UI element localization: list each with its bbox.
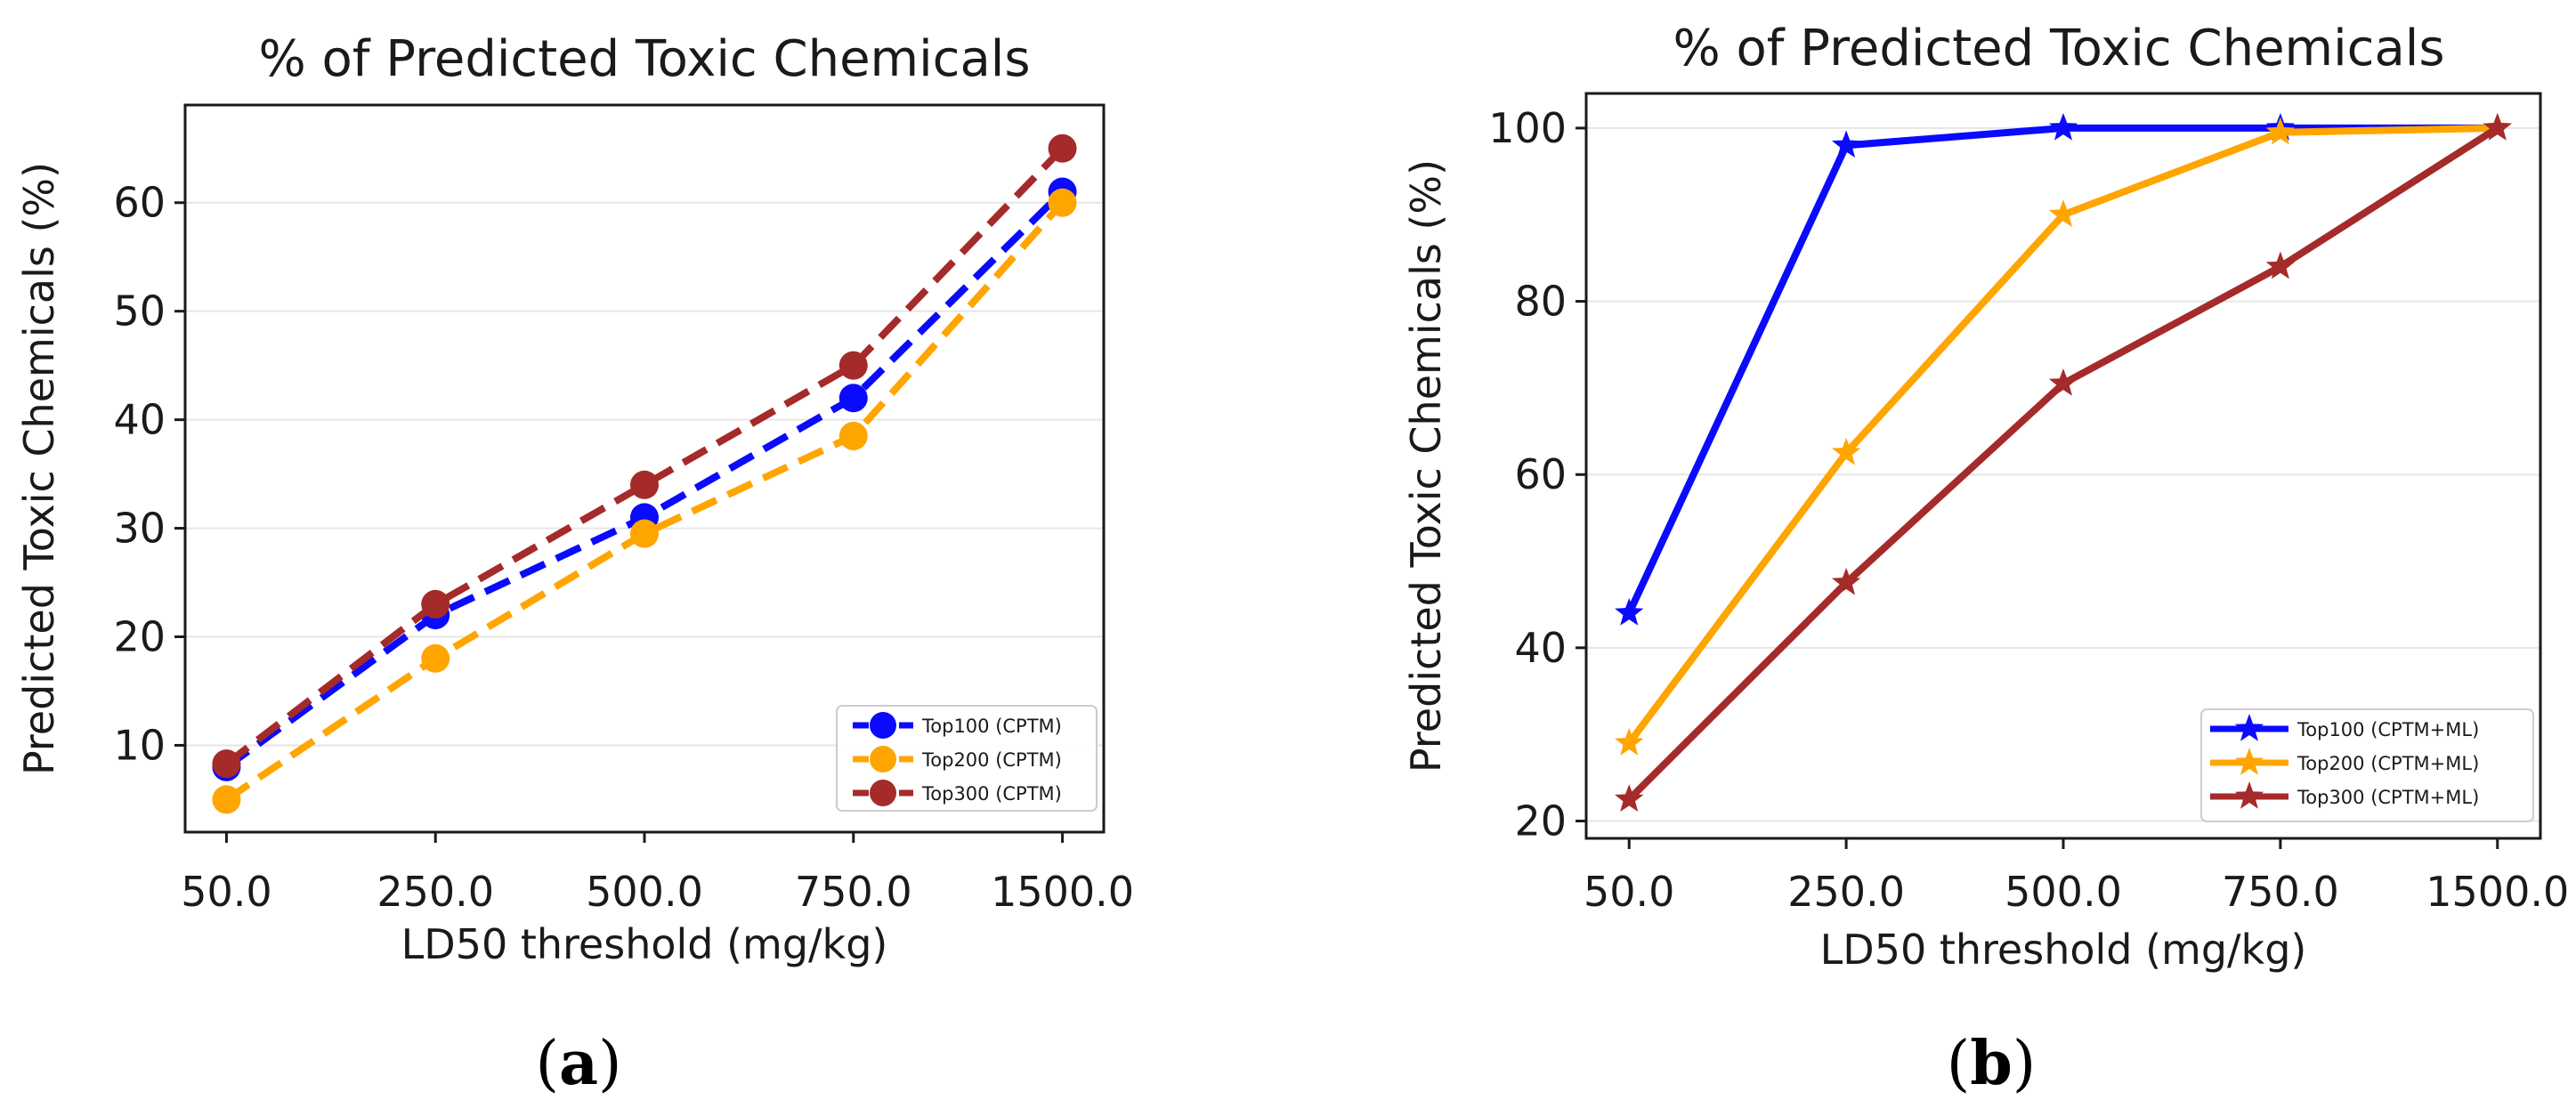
y-tick-label: 20 xyxy=(113,613,166,661)
data-point xyxy=(1831,437,1861,465)
chart-panel-a: 10 20 30 40 50 60 50.0 250.0 500.0 750.0 1500.0 % o… xyxy=(15,30,1134,1099)
legend-item: Top300 (CPTM+ML) xyxy=(2210,781,2479,809)
x-tick-label: 1500.0 xyxy=(991,868,1134,916)
legend-label: Top300 (CPTM+ML) xyxy=(2297,787,2479,808)
legend: Top100 (CPTM+ML) Top200 (CPTM+ML) Top300 (… xyxy=(2200,708,2534,822)
y-axis-label: Predicted Toxic Chemicals (%) xyxy=(1402,159,1450,772)
data-point xyxy=(2265,117,2296,145)
x-tick-label: 1500.0 xyxy=(2426,868,2569,916)
legend-box xyxy=(836,705,1098,812)
legend-label: Top200 (CPTM) xyxy=(921,749,1062,771)
chart-title: % of Predicted Toxic Chemicals xyxy=(259,30,1031,88)
legend-item: Top200 (CPTM+ML) xyxy=(2210,748,2479,775)
data-point xyxy=(838,421,868,450)
chart-panel-b: 20 40 60 80 100 50.0 250.0 500.0 750.0 1500.0 % of… xyxy=(1402,20,2569,1099)
legend-marker xyxy=(2234,714,2264,741)
legend-marker xyxy=(870,780,896,806)
data-point xyxy=(1831,130,1861,158)
data-point xyxy=(421,589,450,619)
data-point xyxy=(838,384,868,413)
legend-item: Top200 (CPTM) xyxy=(853,746,1062,772)
legend-marker xyxy=(870,746,896,772)
series-line xyxy=(224,146,1065,767)
x-tick-label: 750.0 xyxy=(2222,868,2339,916)
data-point xyxy=(1831,567,1861,595)
axes-frame xyxy=(183,103,1106,834)
series-top300-cptm-ml xyxy=(1615,112,2512,812)
x-axis-label: LD50 threshold (mg/kg) xyxy=(401,920,888,968)
data-point xyxy=(212,785,241,814)
panel-label-close: ) xyxy=(598,1029,622,1099)
y-tick-label: 10 xyxy=(113,721,166,769)
series-top300-cptm xyxy=(212,133,1077,779)
legend-marker xyxy=(2234,781,2264,809)
x-tick-label: 50.0 xyxy=(181,868,271,916)
panel-label: (b) xyxy=(1947,1028,2037,1099)
x-axis-label: LD50 threshold (mg/kg) xyxy=(1820,926,2307,974)
legend: Top100 (CPTM) Top200 (CPTM) Top300 (CPTM) xyxy=(836,705,1098,812)
legend-item: Top100 (CPTM) xyxy=(853,712,1062,739)
legend-item: Top100 (CPTM+ML) xyxy=(2210,714,2479,741)
x-tick-label: 500.0 xyxy=(586,868,703,916)
panel-label-open: ( xyxy=(535,1029,559,1099)
y-tick-label: 30 xyxy=(113,505,166,553)
data-point xyxy=(630,519,659,548)
chart-title: % of Predicted Toxic Chemicals xyxy=(1673,20,2445,77)
data-point xyxy=(1615,727,1644,756)
x-tick-label: 250.0 xyxy=(377,868,494,916)
data-point xyxy=(1615,597,1644,626)
panel-label-letter: b xyxy=(1970,1028,2013,1099)
y-tick-label: 50 xyxy=(113,287,166,336)
axes-frame xyxy=(1584,92,2542,840)
y-tick-label: 80 xyxy=(1514,278,1567,326)
y-tick-label: 60 xyxy=(1514,450,1567,498)
x-tick-label: 250.0 xyxy=(1787,868,1905,916)
data-point xyxy=(630,470,659,499)
data-point xyxy=(1615,784,1644,812)
data-point xyxy=(212,749,241,779)
x-tick-label: 500.0 xyxy=(2005,868,2122,916)
panel-label: (a) xyxy=(535,1028,621,1099)
data-point xyxy=(2048,368,2078,396)
panel-label-open: ( xyxy=(1947,1029,1971,1099)
panel-label-close: ) xyxy=(2013,1029,2037,1099)
data-point xyxy=(2265,251,2296,279)
data-point xyxy=(2483,112,2512,141)
y-tick-label: 20 xyxy=(1514,797,1567,845)
x-tick-label: 50.0 xyxy=(1584,868,1674,916)
data-point xyxy=(2048,112,2078,141)
y-tick-label: 100 xyxy=(1488,104,1567,152)
data-point xyxy=(838,351,868,380)
legend-label: Top100 (CPTM+ML) xyxy=(2297,719,2479,740)
y-tick-label: 40 xyxy=(1514,624,1567,672)
legend-label: Top100 (CPTM) xyxy=(921,716,1062,737)
data-point xyxy=(421,643,450,673)
y-tick-label: 40 xyxy=(113,396,166,444)
x-tick-label: 750.0 xyxy=(795,868,912,916)
data-point xyxy=(1048,133,1077,163)
panel-label-letter: a xyxy=(559,1028,598,1099)
series-top200-cptm xyxy=(212,188,1077,814)
legend-marker xyxy=(2234,748,2264,775)
y-tick-label: 60 xyxy=(113,179,166,227)
data-point xyxy=(2048,199,2078,228)
legend-marker xyxy=(870,712,896,739)
y-axis-label: Predicted Toxic Chemicals (%) xyxy=(15,162,63,775)
series-line xyxy=(1626,125,2499,803)
series-top200-cptm-ml xyxy=(1615,112,2512,756)
legend-item: Top300 (CPTM) xyxy=(853,780,1062,806)
legend-label: Top300 (CPTM) xyxy=(921,783,1062,805)
legend-label: Top200 (CPTM+ML) xyxy=(2297,753,2479,774)
data-point xyxy=(1048,188,1077,217)
